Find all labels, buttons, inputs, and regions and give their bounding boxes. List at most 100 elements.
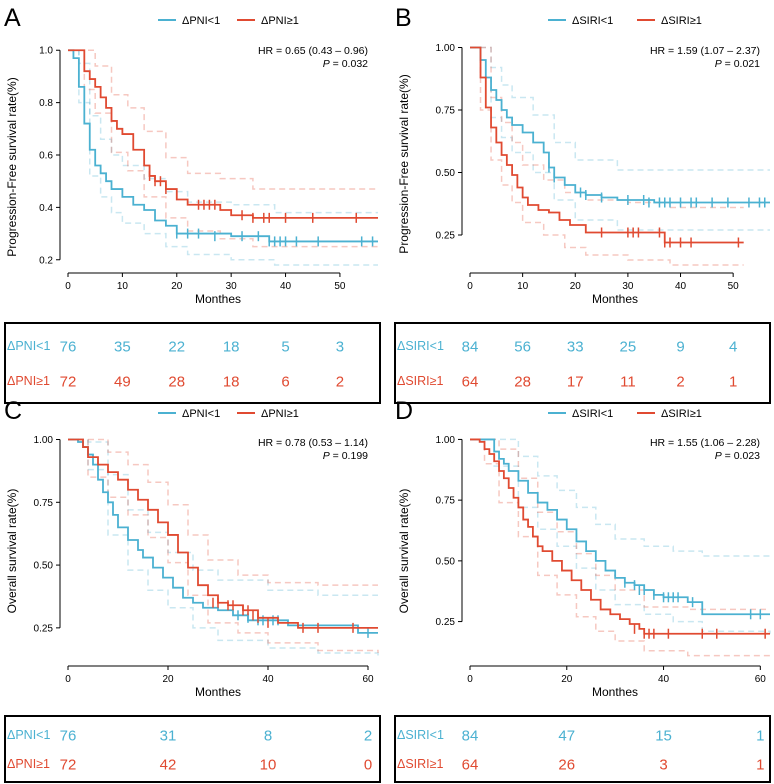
panel-d-legend-label-1: ΔSIRI<1 bbox=[572, 408, 613, 420]
panel-c-risk-count: 10 bbox=[260, 757, 277, 774]
panel-a-x-tick-label: 0 bbox=[65, 281, 71, 292]
panel-a-y-tick-label: 0.4 bbox=[39, 203, 53, 214]
panel-b-risk-count: 17 bbox=[567, 374, 584, 391]
panel-d-series-2-ci-upper bbox=[470, 438, 770, 611]
panel-b: B ΔSIRI<1 ΔSIRI≥1 HR = 1.59 (1.07 – 2.37)P … bbox=[394, 4, 771, 404]
panel-d-series-2-ci-lower bbox=[470, 438, 771, 658]
panel-b-risk-count: 64 bbox=[462, 374, 479, 391]
panel-b-x-tick-label: 0 bbox=[467, 281, 473, 292]
panel-b-series-2-ci-upper bbox=[470, 46, 744, 209]
panel-c-p-symbol: P bbox=[323, 450, 330, 462]
panel-c-x-axis-title: Monthes bbox=[195, 685, 241, 699]
panel-c-risk-row-1-label: ΔPNI<1 bbox=[7, 728, 50, 742]
panel-d-risk-row-2-label: ΔSIRI≥1 bbox=[397, 757, 444, 771]
panel-c-risk-count: 42 bbox=[160, 757, 177, 774]
panel-a: A ΔPNI<1 ΔPNI≥1 HR = 0.65 (0.43 – 0.96)P = … bbox=[4, 4, 381, 404]
panel-b-risk-table-frame bbox=[394, 322, 771, 404]
panel-d-x-tick-label: 20 bbox=[561, 674, 573, 685]
panel-d-risk-count: 3 bbox=[659, 757, 667, 774]
panel-d-x-axis-title: Monthes bbox=[592, 685, 638, 699]
panel-a-risk-count: 28 bbox=[168, 374, 185, 391]
panel-b-series-2-curve bbox=[470, 46, 744, 244]
panel-b-y-tick-label: 0.50 bbox=[436, 168, 456, 179]
panel-c-p-value: P = 0.199 bbox=[323, 450, 368, 462]
panel-a-x-tick-label: 10 bbox=[117, 281, 129, 292]
panel-b-x-tick-label: 20 bbox=[570, 281, 582, 292]
panel-d-y-tick-label: 0.50 bbox=[436, 556, 456, 567]
panel-d-series-2-curve bbox=[470, 438, 770, 635]
panel-d-risk-count: 26 bbox=[558, 757, 575, 774]
panel-c-risk-count: 76 bbox=[60, 727, 77, 744]
panel-a-hr-text: HR = 0.65 (0.43 – 0.96) bbox=[258, 45, 368, 57]
panel-a-risk-row-2-label: ΔPNI≥1 bbox=[7, 374, 50, 388]
panel-b-risk-count: 28 bbox=[514, 374, 531, 391]
panel-a-risk-count: 5 bbox=[281, 338, 289, 355]
panel-c-series-2-ci-upper bbox=[68, 438, 378, 586]
panel-c-risk-table-frame bbox=[4, 715, 381, 783]
panel-a-risk-row-1-label: ΔPNI<1 bbox=[7, 339, 50, 353]
panel-a-risk-count: 6 bbox=[281, 374, 289, 391]
panel-d-risk-count: 84 bbox=[462, 727, 479, 744]
panel-a-risk-count: 3 bbox=[336, 338, 344, 355]
panel-c-letter: C bbox=[4, 397, 22, 425]
panel-b-letter: B bbox=[395, 4, 412, 32]
panel-b-y-tick-label: 1.00 bbox=[436, 43, 456, 54]
panel-a-series-2-ci-lower bbox=[68, 49, 378, 248]
panel-a-series-2-ci-upper bbox=[68, 49, 378, 190]
panel-b-series-1-ci-upper bbox=[470, 46, 770, 171]
panel-c-x-tick-label: 40 bbox=[262, 674, 274, 685]
panel-d-risk-count: 47 bbox=[558, 727, 575, 744]
panel-d-risk-count: 1 bbox=[756, 757, 764, 774]
panel-c-hr-text: HR = 0.78 (0.53 – 1.14) bbox=[258, 437, 368, 449]
panel-b-x-tick-label: 40 bbox=[675, 281, 687, 292]
panel-c: C ΔPNI<1 ΔPNI≥1 HR = 0.78 (0.53 – 1.14)P = … bbox=[4, 397, 381, 783]
panel-a-p-symbol: P bbox=[323, 58, 330, 70]
panel-b-risk-count: 4 bbox=[729, 338, 737, 355]
panel-b-risk-count: 9 bbox=[676, 338, 684, 355]
panel-b-risk-count: 33 bbox=[567, 338, 584, 355]
panel-a-legend-label-2: ΔPNI≥1 bbox=[261, 15, 299, 27]
panel-b-series-1-ci-lower bbox=[470, 46, 770, 231]
panel-c-series-1-ci-upper bbox=[68, 438, 378, 596]
panel-a-x-axis-title: Monthes bbox=[195, 292, 241, 306]
panel-d-hr-text: HR = 1.55 (1.06 – 2.28) bbox=[650, 437, 760, 449]
panel-a-y-axis-title: Progression-Free survival rate(%) bbox=[5, 77, 19, 256]
panel-d-x-tick-label: 0 bbox=[467, 674, 473, 685]
panel-d-letter: D bbox=[395, 397, 413, 425]
panel-b-p-value: P = 0.021 bbox=[715, 58, 760, 70]
panel-c-y-axis-title: Overall survival rate(%) bbox=[5, 489, 19, 614]
panel-d-legend-label-2: ΔSIRI≥1 bbox=[661, 408, 702, 420]
panel-b-risk-count: 1 bbox=[729, 374, 737, 391]
panel-b-risk-row-2-label: ΔSIRI≥1 bbox=[397, 374, 444, 388]
panel-a-x-tick-label: 50 bbox=[334, 281, 346, 292]
panel-d-risk-table-frame bbox=[394, 715, 771, 783]
panel-b-p-number: = 0.021 bbox=[722, 58, 760, 70]
panel-b-x-axis-title: Monthes bbox=[592, 292, 638, 306]
panel-c-y-tick-label: 1.00 bbox=[34, 435, 54, 446]
panel-a-series-2-curve bbox=[68, 49, 378, 219]
panel-b-hr-text: HR = 1.59 (1.07 – 2.37) bbox=[650, 45, 760, 57]
panel-a-x-tick-label: 30 bbox=[226, 281, 238, 292]
panel-d-x-tick-label: 40 bbox=[658, 674, 670, 685]
panel-c-x-tick-label: 60 bbox=[362, 674, 374, 685]
panel-a-p-number: = 0.032 bbox=[330, 58, 368, 70]
panel-b-y-tick-label: 0.75 bbox=[436, 106, 456, 117]
panel-d-risk-row-1-label: ΔSIRI<1 bbox=[397, 728, 444, 742]
panel-c-risk-count: 8 bbox=[264, 727, 272, 744]
panel-c-y-tick-label: 0.50 bbox=[34, 561, 54, 572]
panel-a-series-1-curve bbox=[68, 49, 378, 243]
panel-c-risk-count: 2 bbox=[364, 727, 372, 744]
panel-b-x-tick-label: 50 bbox=[728, 281, 740, 292]
panel-a-risk-count: 49 bbox=[114, 374, 131, 391]
panel-c-risk-count: 31 bbox=[160, 727, 177, 744]
panel-d-y-tick-label: 1.00 bbox=[436, 435, 456, 446]
panel-a-risk-count: 22 bbox=[168, 338, 185, 355]
panel-d-x-tick-label: 60 bbox=[755, 674, 767, 685]
panel-a-p-value: P = 0.032 bbox=[323, 58, 368, 70]
panel-b-risk-count: 56 bbox=[514, 338, 531, 355]
panel-b-x-tick-label: 30 bbox=[622, 281, 634, 292]
panel-a-x-tick-label: 40 bbox=[280, 281, 292, 292]
panel-c-series-1-curve bbox=[68, 438, 378, 634]
panel-b-y-axis-title: Progression-Free survival rate(%) bbox=[397, 74, 411, 253]
panel-a-risk-table-frame bbox=[4, 322, 381, 404]
